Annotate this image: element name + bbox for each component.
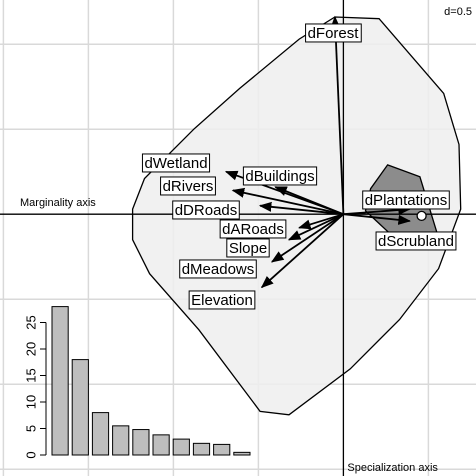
bar (233, 451, 251, 456)
grid-step-bg (441, 0, 476, 24)
variable-label-box (362, 190, 450, 210)
arrow (343, 213, 411, 225)
variable-label: dRivers (163, 178, 214, 195)
centroid (416, 210, 427, 222)
x-axis-label: Marginality axis (20, 197, 96, 209)
grid-step-label: d=0.5 (444, 6, 472, 18)
variable-label-box (375, 231, 457, 251)
variable-label: Elevation (191, 292, 253, 309)
variable-label-box (226, 238, 270, 258)
y-tick-label: 20 (23, 342, 38, 356)
y-tick-label: 15 (23, 368, 38, 382)
variable-label: dDRoads (175, 202, 238, 219)
bar (152, 434, 170, 456)
arrow (270, 213, 344, 263)
bar (71, 359, 89, 456)
bar (213, 443, 231, 456)
variable-label-box (305, 23, 362, 43)
variable-label-box (141, 153, 211, 173)
y-tick-label: 0 (23, 451, 38, 458)
variable-label: dARoads (222, 221, 284, 238)
variable-label: dForest (308, 25, 360, 42)
variable-label: dBuildings (245, 168, 314, 185)
bar (112, 425, 130, 456)
arrow (330, 15, 345, 215)
arrow (258, 201, 344, 216)
y-tick-label: 25 (23, 315, 38, 329)
y-tick-label: 10 (23, 395, 38, 409)
arrow (343, 204, 411, 216)
variable-label-box (160, 176, 216, 196)
available-habitat (131, 16, 462, 416)
arrow (297, 213, 344, 230)
variable-label-box (219, 219, 287, 239)
bar (51, 306, 69, 456)
variable-label-box (188, 290, 256, 310)
y-tick-label: 5 (23, 425, 38, 432)
variable-label-box (242, 166, 318, 186)
variable-label-box (172, 200, 240, 220)
bar (132, 429, 150, 456)
bar (172, 438, 190, 456)
arrow (260, 213, 345, 289)
arrow (287, 213, 344, 241)
bar (91, 412, 110, 456)
variable-label: dWetland (144, 155, 207, 172)
variable-label: dPlantations (365, 192, 448, 209)
variable-label: dScrubland (378, 233, 454, 250)
variable-label: Slope (229, 240, 267, 257)
variable-label: dMeadows (182, 261, 255, 278)
y-axis-label: Specialization axis (347, 462, 438, 474)
variable-label-box (179, 259, 257, 279)
arrow (231, 187, 344, 216)
bar (192, 442, 211, 456)
arrow (274, 186, 344, 216)
